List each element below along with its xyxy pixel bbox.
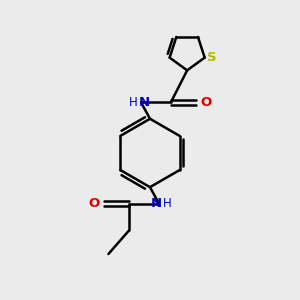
Text: O: O xyxy=(201,96,212,109)
Text: N: N xyxy=(139,96,150,109)
Text: H: H xyxy=(128,96,137,109)
Text: O: O xyxy=(88,197,99,210)
Text: H: H xyxy=(163,197,172,210)
Text: S: S xyxy=(207,51,217,64)
Text: N: N xyxy=(150,197,161,210)
